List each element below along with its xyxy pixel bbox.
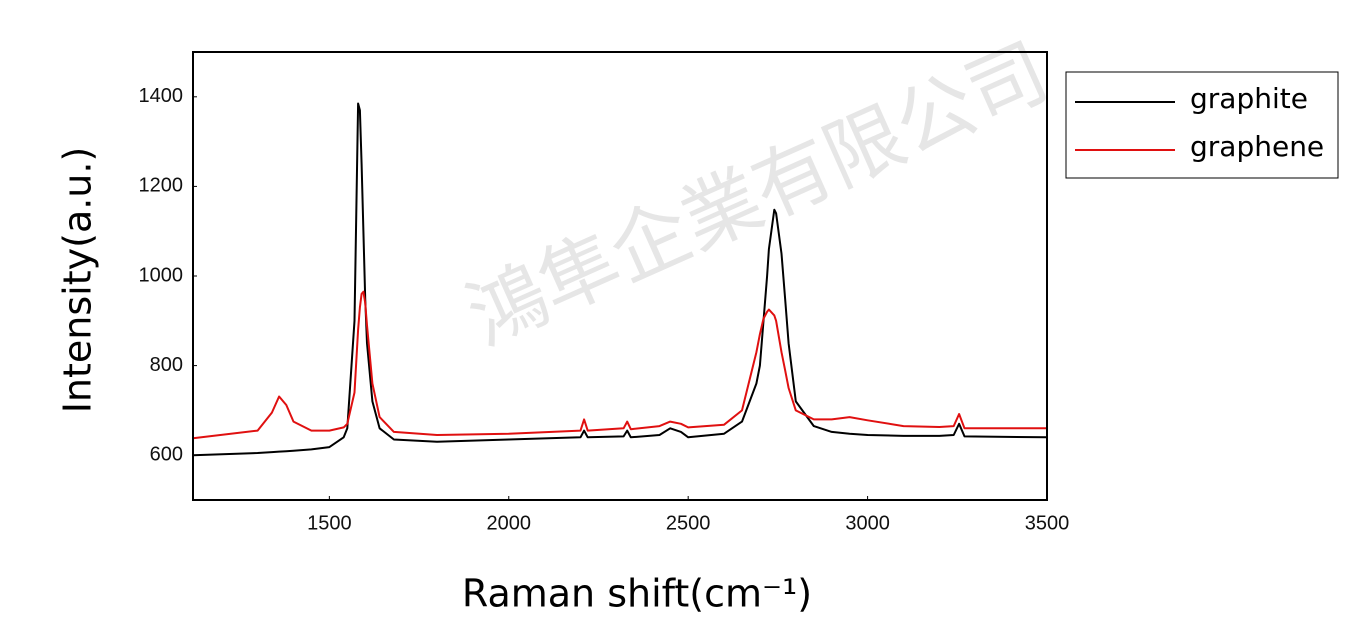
series-line xyxy=(192,102,1048,457)
x-tick-label: 1500 xyxy=(307,512,352,534)
legend-label: graphite xyxy=(1190,82,1308,115)
x-axis-label: Raman shift(cm⁻¹) xyxy=(462,572,812,616)
x-tick-label: 2500 xyxy=(666,512,711,534)
y-axis-label: Intensity(a.u.) xyxy=(56,147,100,414)
x-tick-label: 3500 xyxy=(1025,512,1070,534)
y-tick-label: 600 xyxy=(150,443,183,465)
legend-box xyxy=(1065,71,1339,179)
watermark: 鴻隼企業有限公司 xyxy=(454,27,1060,361)
y-tick-label: 800 xyxy=(150,354,183,376)
y-tick-label: 1000 xyxy=(139,264,184,286)
plot-frame xyxy=(192,51,1048,501)
series-line xyxy=(192,290,1047,440)
x-tick-label: 3000 xyxy=(845,512,890,534)
y-tick-label: 1400 xyxy=(139,85,184,107)
x-tick-label: 2000 xyxy=(487,512,532,534)
legend-label: graphene xyxy=(1190,130,1324,163)
y-tick-label: 1200 xyxy=(139,175,184,197)
